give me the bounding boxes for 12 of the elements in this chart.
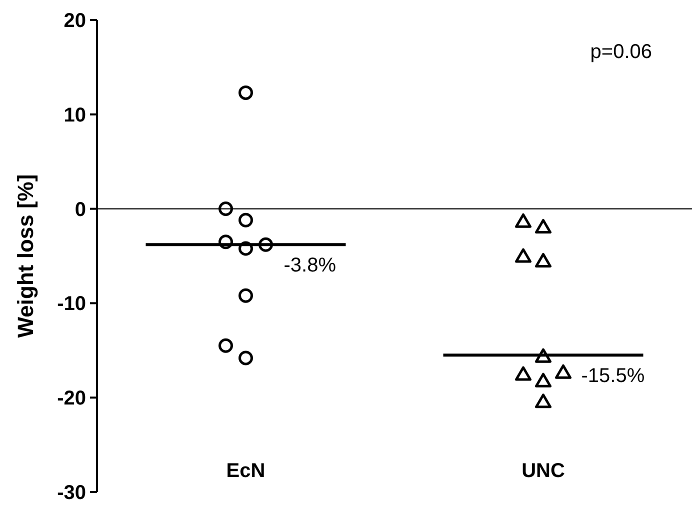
y-tick-label: 0 <box>74 198 86 221</box>
y-tick-label: 20 <box>64 10 86 32</box>
x-tick-label: EcN <box>226 460 266 482</box>
annotation: -15.5% <box>581 365 645 388</box>
y-tick-label: 10 <box>64 104 86 126</box>
y-tick-label: -20 <box>57 388 86 410</box>
y-tick-label: -30 <box>57 482 86 504</box>
annotation: -3.8% <box>284 254 336 277</box>
annotation: p=0.06 <box>590 41 652 63</box>
x-tick-label: UNC <box>522 460 565 482</box>
y-tick-label: -10 <box>57 293 86 316</box>
y-axis-title: Weight loss [%] <box>13 174 38 338</box>
